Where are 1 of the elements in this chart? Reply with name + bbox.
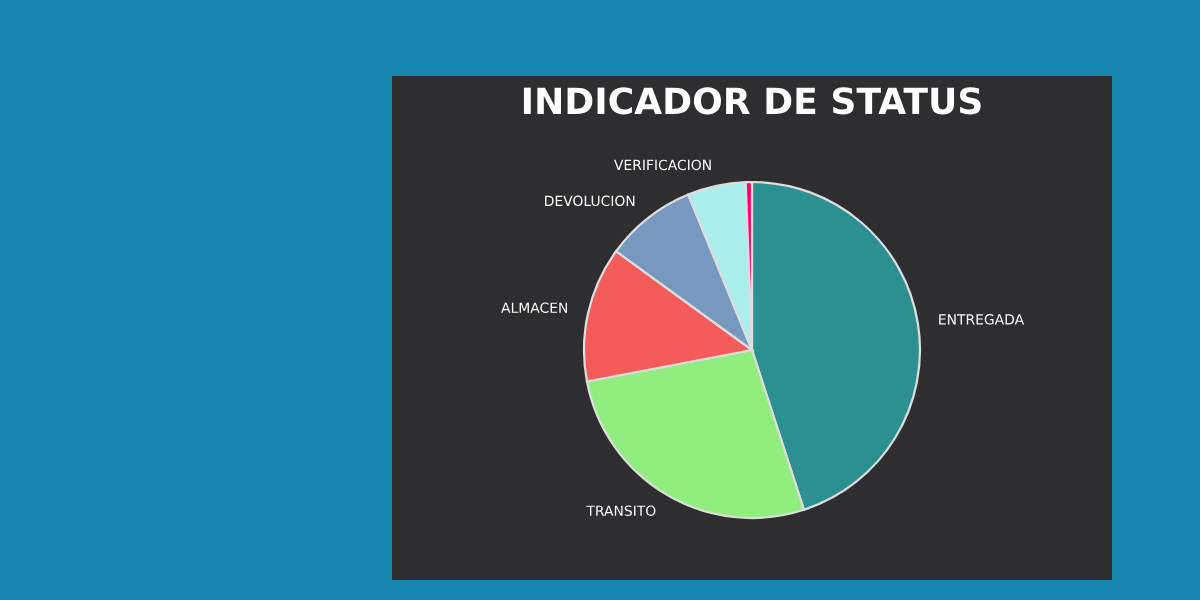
chart-title: INDICADOR DE STATUS (523, 87, 981, 115)
